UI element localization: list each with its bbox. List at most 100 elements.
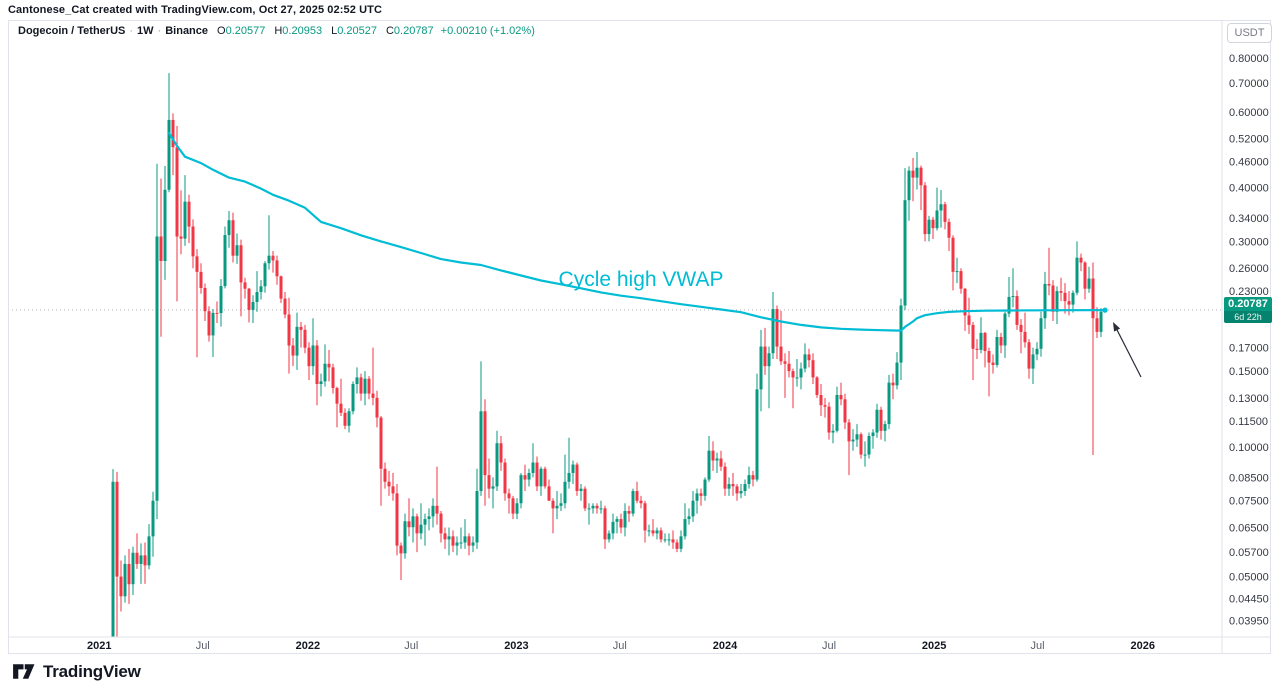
candle-body <box>743 484 747 492</box>
candle-body <box>703 479 707 496</box>
candle-body <box>623 510 627 528</box>
candle-body <box>127 563 131 585</box>
candle-body <box>967 315 971 325</box>
candle-body <box>271 255 275 261</box>
candle-body <box>683 519 687 537</box>
candle-body <box>335 388 339 404</box>
candle-body <box>179 236 183 239</box>
candle-body <box>807 354 811 361</box>
candle-body <box>587 508 591 510</box>
candle-body <box>583 488 587 509</box>
price-tick-label: 0.26000 <box>1229 263 1269 275</box>
chart-pane <box>8 20 1271 654</box>
candle-body <box>243 282 247 289</box>
vwap-endpoint-dot <box>1102 307 1108 313</box>
candle-body <box>1075 257 1079 293</box>
candle-body <box>559 503 563 506</box>
time-tick-label: Jul <box>822 640 836 652</box>
candle-body <box>1063 292 1067 302</box>
candle-body <box>607 533 611 540</box>
tradingview-brand: TradingView <box>43 661 141 681</box>
candle-body <box>227 220 231 236</box>
candle-body <box>147 536 151 566</box>
candle-body <box>167 119 171 190</box>
candle-body <box>223 235 227 287</box>
candle-body <box>155 236 159 501</box>
candle-body <box>1079 257 1083 263</box>
candle-body <box>215 312 219 314</box>
vwap-line <box>167 131 1107 332</box>
candle-body <box>911 170 915 178</box>
vwap-annotation-label[interactable]: Cycle high VWAP <box>558 268 724 291</box>
candle-body <box>847 422 851 442</box>
candle-body <box>875 409 879 433</box>
candle-body <box>431 505 435 517</box>
candle-body <box>803 354 807 369</box>
last-price-value: 0.20787 <box>1228 298 1268 311</box>
candle-body <box>1007 296 1011 314</box>
candle-body <box>891 382 895 386</box>
candle-body <box>835 394 839 431</box>
candle-body <box>987 351 991 363</box>
candle-body <box>211 312 215 336</box>
candle-body <box>119 576 123 597</box>
candle-body <box>383 468 387 482</box>
candle-body <box>327 363 331 368</box>
candle-body <box>275 260 279 277</box>
price-tick-label: 0.11500 <box>1229 416 1268 428</box>
candle-body <box>171 119 175 148</box>
price-tick-label: 0.15000 <box>1229 366 1269 378</box>
candle-body <box>959 271 963 289</box>
interval-label[interactable]: 1W <box>137 25 154 37</box>
candle-body <box>399 545 403 554</box>
candle-body <box>659 530 663 540</box>
candle-body <box>487 475 491 489</box>
time-tick-label: 2025 <box>922 640 946 652</box>
candle-body <box>935 210 939 229</box>
candle-body <box>471 542 475 546</box>
candle-body <box>687 516 691 520</box>
candle-body <box>795 377 799 379</box>
legend-separator: · <box>157 25 162 37</box>
candle-body <box>791 371 795 378</box>
candle-body <box>655 530 659 534</box>
time-tick-label: 2026 <box>1130 640 1154 652</box>
candle-body <box>939 204 943 211</box>
price-tick-label: 0.17000 <box>1229 343 1269 355</box>
candle-body <box>679 536 683 549</box>
candle-body <box>1067 301 1071 305</box>
time-axis[interactable]: 2021 Jul 2022 Jul 2023 Jul 2024 Jul 2025 Jul 2026 <box>87 640 1155 652</box>
candle-body <box>131 552 135 585</box>
candle-body <box>287 314 291 346</box>
price-axis[interactable]: 0.80000 0.70000 0.60000 0.52000 0.46000 0.400… <box>1229 53 1269 628</box>
time-tick-label: Jul <box>613 640 627 652</box>
candle-body <box>203 287 207 312</box>
candle-body <box>251 302 255 310</box>
candle-body <box>315 345 319 384</box>
candle-body <box>1091 278 1095 319</box>
currency-toggle-button[interactable]: USDT <box>1227 23 1272 43</box>
price-tick-label: 0.08500 <box>1229 472 1269 484</box>
candle-body <box>763 346 767 367</box>
exchange-label[interactable]: Binance <box>165 25 209 37</box>
candle-body <box>443 533 447 540</box>
candle-body <box>615 519 619 522</box>
candle-body <box>999 336 1003 346</box>
tradingview-logo[interactable]: TradingView <box>11 659 141 684</box>
candle-body <box>751 475 755 480</box>
candle-body <box>475 491 479 543</box>
candle-body <box>291 345 295 356</box>
candle-body <box>367 378 371 394</box>
candle-body <box>667 539 671 541</box>
candle-body <box>195 256 199 272</box>
candle-body <box>1095 318 1099 332</box>
candle-body <box>527 472 531 480</box>
candle-body <box>779 346 783 362</box>
symbol-title[interactable]: Dogecoin / TetherUS <box>18 25 126 37</box>
candle-body <box>723 466 727 489</box>
candle-body <box>567 472 571 482</box>
candle-body <box>947 221 951 238</box>
candle-body <box>159 236 163 262</box>
candle-body <box>851 439 855 442</box>
